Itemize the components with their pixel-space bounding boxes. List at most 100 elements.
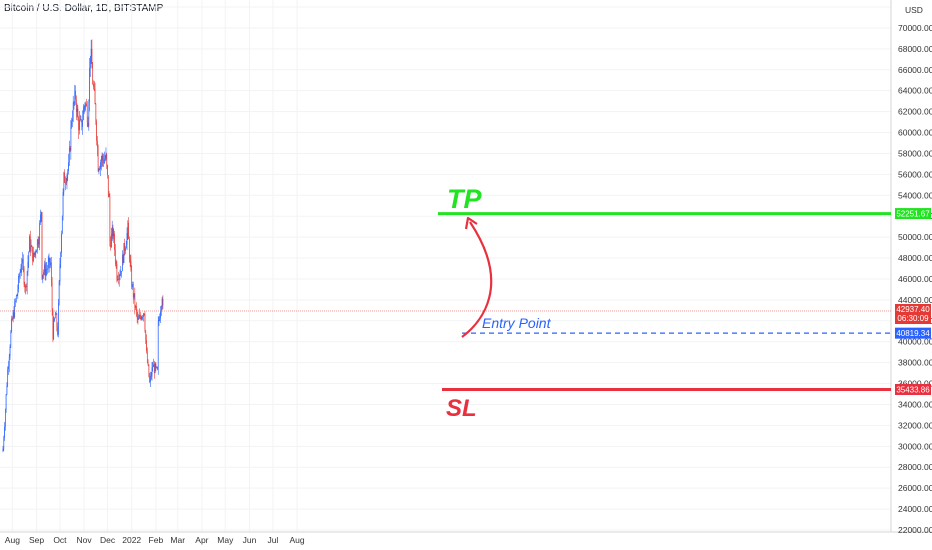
candle-body <box>82 109 84 120</box>
candle-body <box>125 244 127 249</box>
candle-body <box>71 121 72 126</box>
candle-body <box>136 306 137 312</box>
candle-body <box>82 119 83 127</box>
candle-body <box>44 264 46 276</box>
candle-body <box>110 242 111 248</box>
price-tick-label: 56000.00 <box>898 169 932 179</box>
candle-body <box>28 252 30 262</box>
price-tick-label: 54000.00 <box>898 190 932 200</box>
candle-body <box>29 236 30 253</box>
candle-body <box>8 356 10 367</box>
candle-body <box>86 105 88 123</box>
candle-body <box>54 318 55 321</box>
candle-body <box>33 253 35 255</box>
candle-body <box>132 283 134 298</box>
price-tick-label: 62000.00 <box>898 107 932 117</box>
grid <box>0 0 891 532</box>
candle-body <box>55 314 57 315</box>
candle-body <box>93 86 95 90</box>
candle-body <box>143 313 145 315</box>
time-tick-label: Feb <box>149 535 164 545</box>
candle-body <box>158 319 160 322</box>
candle-body <box>22 259 23 264</box>
candle-body <box>61 215 63 234</box>
candle-body <box>31 246 33 247</box>
candle-body <box>79 119 81 120</box>
candle-body <box>78 119 80 131</box>
candle-body <box>157 366 158 370</box>
entry-annotation: Entry Point <box>482 315 552 331</box>
candle-body <box>109 196 111 243</box>
candle-body <box>105 153 107 159</box>
candle-body <box>74 90 76 103</box>
candle-body <box>24 284 26 288</box>
candle-body <box>133 293 135 298</box>
price-tick-label: 30000.00 <box>898 441 932 451</box>
candle-body <box>52 310 54 340</box>
candle-body <box>118 279 119 280</box>
time-tick-label: Nov <box>77 535 93 545</box>
candle-body <box>65 182 66 184</box>
candle-body <box>81 119 83 127</box>
candle-body <box>69 147 71 151</box>
candle-body <box>94 89 96 105</box>
price-tick-label: 36000.00 <box>898 379 932 389</box>
candle-body <box>66 175 68 183</box>
candle-body <box>77 108 79 120</box>
candle-body <box>122 255 124 263</box>
candle-body <box>157 321 159 370</box>
candle-body <box>43 272 44 275</box>
candle-body <box>129 238 130 259</box>
candle-body <box>63 172 65 193</box>
candle-body <box>145 330 147 341</box>
candle-body <box>8 366 9 370</box>
candle-body <box>151 367 153 377</box>
candle-body <box>75 90 76 100</box>
price-tick-label: 46000.00 <box>898 274 932 284</box>
price-tick-label: 22000.00 <box>898 525 932 535</box>
candle-body <box>99 168 101 170</box>
candle-body <box>139 314 141 318</box>
sl-price-label: 35433.86 <box>896 385 930 394</box>
candle-body <box>83 107 85 110</box>
candle-body <box>161 298 163 307</box>
candle-body <box>100 162 101 169</box>
candle-body <box>91 48 93 69</box>
time-tick-label: Apr <box>195 535 208 545</box>
candle-body <box>131 270 133 288</box>
candle-body <box>115 261 117 265</box>
candle-body <box>150 375 152 377</box>
time-axis: Aug Sep Oct Nov Dec 2022 Feb Mar Apr May Jun Jul Aug <box>5 535 305 545</box>
price-tick-label: 28000.00 <box>898 462 932 472</box>
candle-body <box>49 258 51 266</box>
price-tick-label: 68000.00 <box>898 44 932 54</box>
candle-body <box>58 281 60 304</box>
candle-body <box>9 346 11 357</box>
candle-body <box>37 239 39 245</box>
candle-body <box>116 264 118 280</box>
price-tick-label: 40000.00 <box>898 337 932 347</box>
candle-body <box>5 394 7 411</box>
candle-body <box>90 55 91 68</box>
price-axis: 22000.00 24000.00 26000.00 28000.00 30000.00… <box>898 23 932 535</box>
arrow-head-icon <box>464 216 478 230</box>
candle-body <box>34 251 36 255</box>
candle-body <box>139 314 140 319</box>
current-price-tag: 42937.40 06:30:09 <box>895 303 931 324</box>
curved-arrow <box>461 221 493 338</box>
tp-price-label: 52251.67 <box>896 210 930 219</box>
candle-body <box>104 158 106 160</box>
candle-body <box>90 48 92 56</box>
candle-body <box>162 298 164 306</box>
candle-body <box>97 140 98 148</box>
currency-label: USD <box>905 5 923 15</box>
candle-body <box>141 316 143 320</box>
candle-body <box>50 262 51 266</box>
candle-body <box>41 212 43 279</box>
price-tick-label: 48000.00 <box>898 253 932 263</box>
candle-body <box>143 313 144 317</box>
candle-body <box>75 99 77 113</box>
candle-body <box>23 268 25 285</box>
candle-body <box>156 366 158 368</box>
